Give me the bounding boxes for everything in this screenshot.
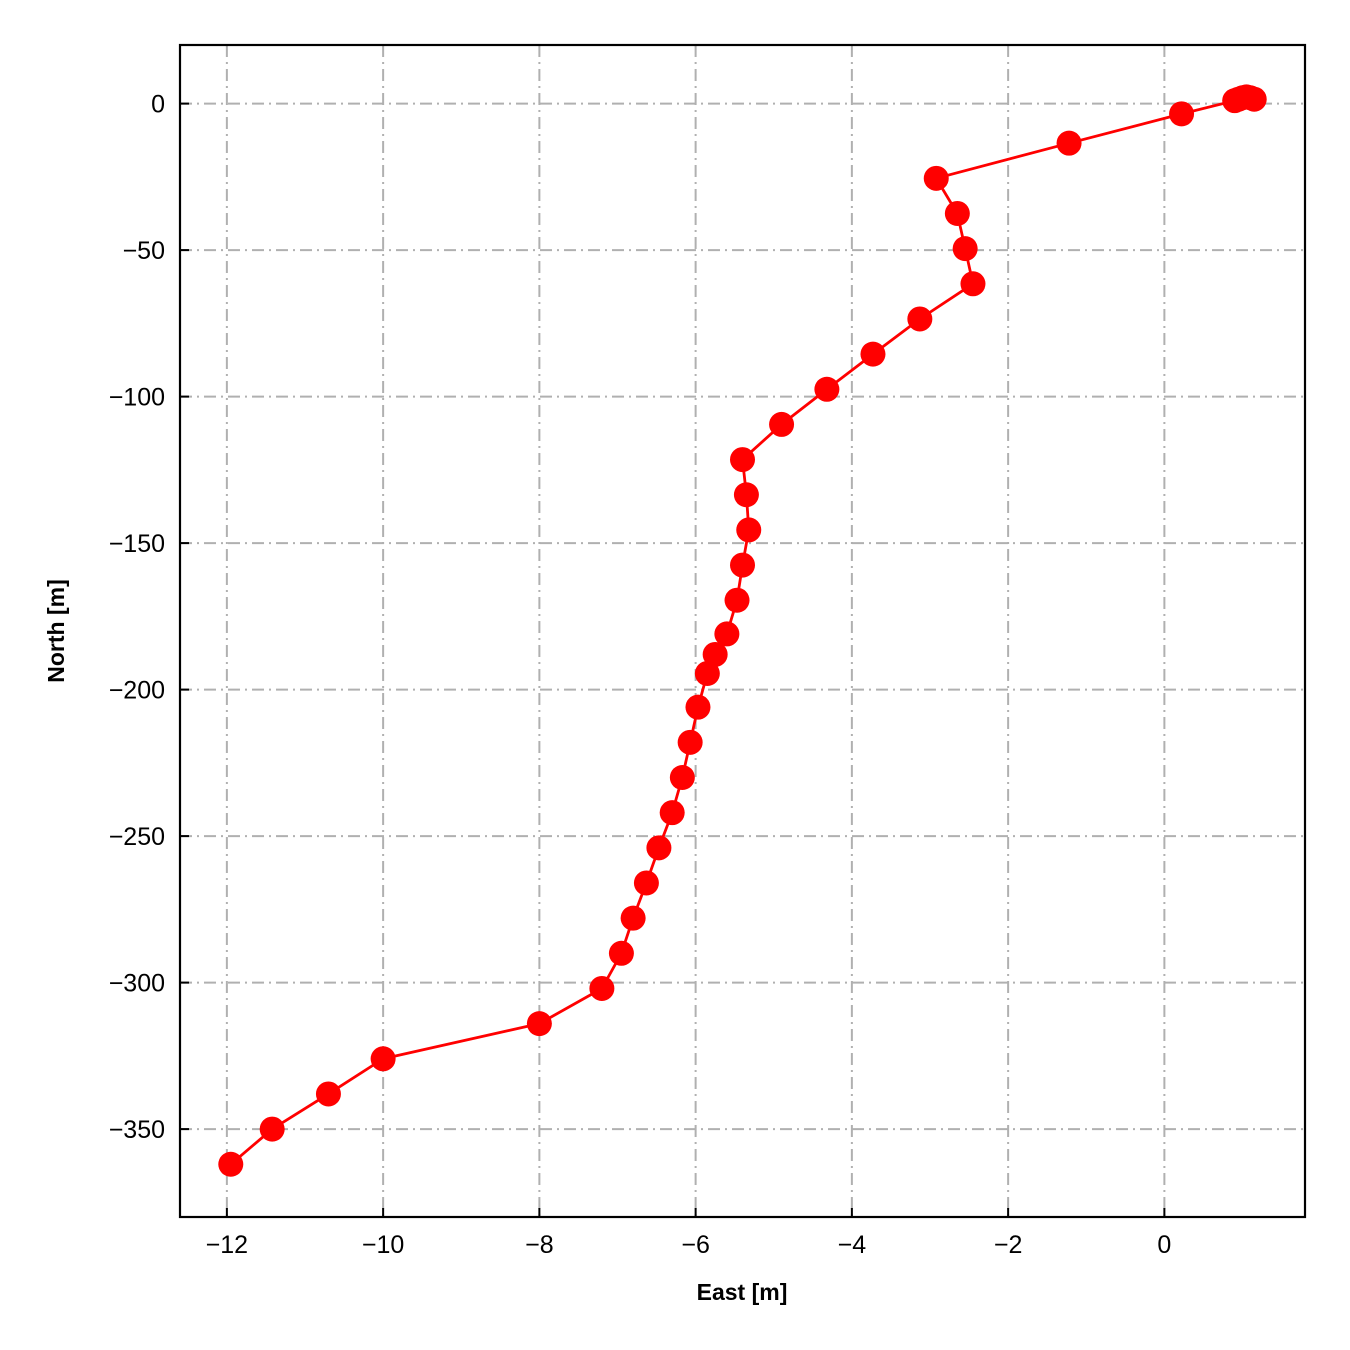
- grid: [180, 45, 1305, 1217]
- data-point: [646, 835, 672, 861]
- data-point: [702, 641, 728, 667]
- data-point: [724, 587, 750, 613]
- y-axis-label: North [m]: [43, 579, 69, 682]
- data-point: [714, 621, 740, 647]
- data-point: [218, 1151, 244, 1177]
- x-tick-label: −12: [206, 1231, 248, 1259]
- data-point: [1222, 88, 1248, 114]
- data-point: [730, 552, 755, 578]
- data-point: [669, 765, 695, 790]
- data-point: [923, 165, 949, 191]
- y-tick-label: −50: [123, 237, 165, 265]
- y-tick-label: −300: [109, 970, 165, 998]
- data-point: [315, 1081, 341, 1107]
- y-tick-label: 0: [151, 91, 165, 119]
- data-point: [370, 1046, 396, 1072]
- x-axis-label: East [m]: [697, 1279, 788, 1305]
- data-point: [620, 905, 646, 931]
- data-point: [944, 200, 970, 226]
- data-point: [677, 729, 703, 755]
- data-point: [907, 306, 933, 332]
- y-tick-label: −200: [109, 677, 165, 705]
- y-tick-label: −100: [109, 384, 165, 412]
- data-point: [1056, 130, 1082, 156]
- x-tick-label: −10: [362, 1231, 404, 1259]
- ticks: −12 −10 −8 −6 −4 −2 00−50−100−150−200−250−300−…: [109, 91, 1172, 1259]
- data-point: [730, 447, 755, 473]
- data-point: [685, 694, 711, 720]
- y-tick-label: −150: [109, 530, 165, 558]
- y-tick-label: −350: [109, 1116, 165, 1144]
- x-tick-label: −6: [681, 1231, 710, 1259]
- data-point: [952, 236, 978, 262]
- x-tick-label: −2: [994, 1231, 1023, 1259]
- x-tick-label: 0: [1157, 1231, 1171, 1259]
- data-point: [608, 940, 634, 966]
- data-point: [736, 517, 762, 543]
- data-point: [259, 1116, 285, 1142]
- data-point: [769, 411, 795, 437]
- y-tick-label: −250: [109, 823, 165, 851]
- data-point: [526, 1011, 552, 1037]
- data-point: [589, 975, 615, 1001]
- series-trajectory: [218, 84, 1267, 1177]
- data-point: [814, 376, 840, 402]
- data-point: [694, 660, 720, 686]
- data-point: [860, 341, 886, 367]
- data-point: [960, 271, 986, 297]
- data-point: [1169, 101, 1195, 127]
- plot-frame: [178, 43, 1307, 1219]
- data-point: [733, 482, 759, 508]
- x-tick-label: −8: [525, 1231, 554, 1259]
- x-tick-label: −4: [838, 1231, 867, 1259]
- data-point: [659, 800, 685, 826]
- data-point: [633, 870, 659, 896]
